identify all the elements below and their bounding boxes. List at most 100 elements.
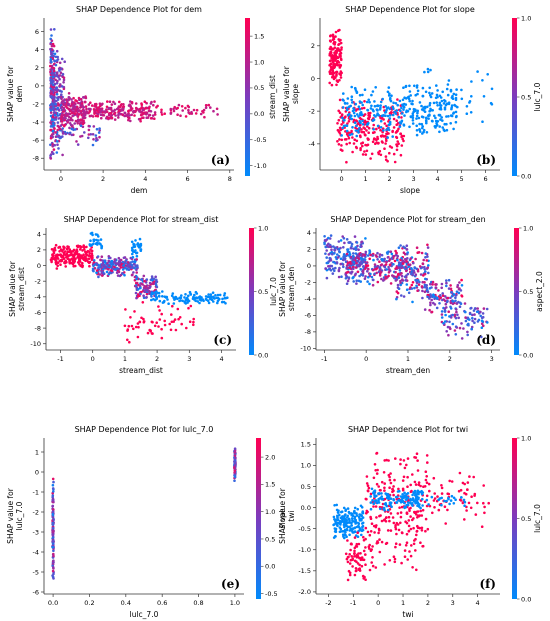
data-point: [452, 496, 456, 500]
data-point: [431, 109, 435, 112]
data-point: [395, 135, 398, 139]
data-point: [368, 274, 372, 278]
data-point: [422, 115, 425, 119]
data-point: [364, 546, 367, 549]
x-tick-label: 0.6: [157, 599, 167, 607]
data-point: [404, 498, 408, 501]
data-point: [427, 271, 430, 275]
data-point: [409, 527, 413, 531]
data-point: [479, 314, 483, 318]
data-point: [51, 569, 55, 573]
data-point: [211, 291, 215, 295]
data-point: [414, 93, 418, 97]
data-point: [128, 340, 131, 344]
data-point: [387, 515, 391, 519]
data-point: [337, 130, 341, 134]
colorbar-tick-label: 1.0: [521, 434, 531, 442]
data-point: [427, 264, 430, 267]
data-point: [379, 119, 383, 123]
data-point: [233, 475, 237, 478]
data-point: [107, 254, 111, 258]
data-point: [433, 303, 437, 306]
data-point: [354, 129, 358, 132]
data-point: [392, 498, 395, 501]
data-point: [372, 123, 376, 127]
data-point: [181, 109, 184, 112]
data-point: [51, 483, 55, 487]
data-point: [133, 310, 136, 313]
data-point: [171, 304, 174, 308]
data-point: [126, 113, 129, 116]
data-point: [52, 148, 56, 151]
data-point: [398, 262, 401, 265]
data-point: [190, 112, 194, 115]
data-point: [123, 114, 126, 118]
data-point: [196, 300, 199, 303]
data-point: [55, 74, 58, 78]
data-point: [129, 119, 132, 123]
data-point: [352, 111, 356, 115]
data-point: [352, 118, 356, 122]
data-point: [362, 535, 365, 539]
data-point: [446, 93, 450, 97]
data-point: [465, 112, 469, 115]
data-point: [207, 301, 211, 305]
data-point: [361, 521, 365, 525]
data-point: [105, 108, 108, 111]
data-point: [155, 106, 158, 109]
data-point: [395, 501, 399, 504]
data-point: [81, 125, 85, 129]
data-point: [52, 577, 55, 580]
data-point: [342, 92, 345, 95]
data-point: [124, 308, 127, 311]
data-point: [345, 142, 349, 146]
data-point: [370, 487, 374, 491]
data-point: [354, 252, 358, 255]
data-point: [344, 277, 348, 280]
data-point: [95, 238, 98, 242]
data-point: [481, 79, 484, 82]
data-point: [415, 284, 418, 288]
data-point: [395, 297, 398, 301]
data-point: [398, 489, 401, 493]
data-point: [482, 95, 486, 98]
colorbar-label: lulc_7.0: [269, 277, 278, 306]
data-point: [421, 504, 424, 507]
data-point: [364, 526, 368, 530]
data-point: [154, 298, 157, 302]
data-point: [50, 248, 54, 251]
data-point: [378, 255, 381, 259]
data-point: [387, 259, 391, 263]
data-point: [72, 248, 76, 252]
data-point: [365, 482, 369, 485]
data-point: [449, 296, 452, 300]
colorbar: [249, 228, 254, 355]
data-point: [359, 267, 363, 271]
data-point: [403, 505, 407, 509]
data-point: [338, 250, 342, 254]
data-point: [354, 119, 358, 122]
data-point: [373, 499, 377, 503]
data-point: [412, 107, 416, 111]
data-point: [62, 257, 66, 261]
y-tick-label: -2: [33, 100, 39, 108]
data-point: [384, 520, 388, 523]
data-point: [192, 323, 195, 327]
data-point: [433, 114, 436, 118]
data-point: [354, 522, 357, 525]
data-point: [340, 138, 344, 142]
data-point: [403, 491, 406, 495]
data-point: [199, 112, 203, 116]
data-point: [462, 498, 466, 502]
data-point: [67, 115, 71, 119]
data-point: [52, 539, 55, 542]
data-point: [406, 501, 410, 504]
data-point: [146, 289, 150, 293]
data-point: [338, 49, 342, 53]
data-point: [441, 292, 445, 295]
data-point: [391, 516, 395, 519]
data-point: [185, 296, 189, 300]
data-point: [136, 243, 139, 246]
data-point: [482, 484, 486, 487]
data-point: [396, 283, 400, 287]
